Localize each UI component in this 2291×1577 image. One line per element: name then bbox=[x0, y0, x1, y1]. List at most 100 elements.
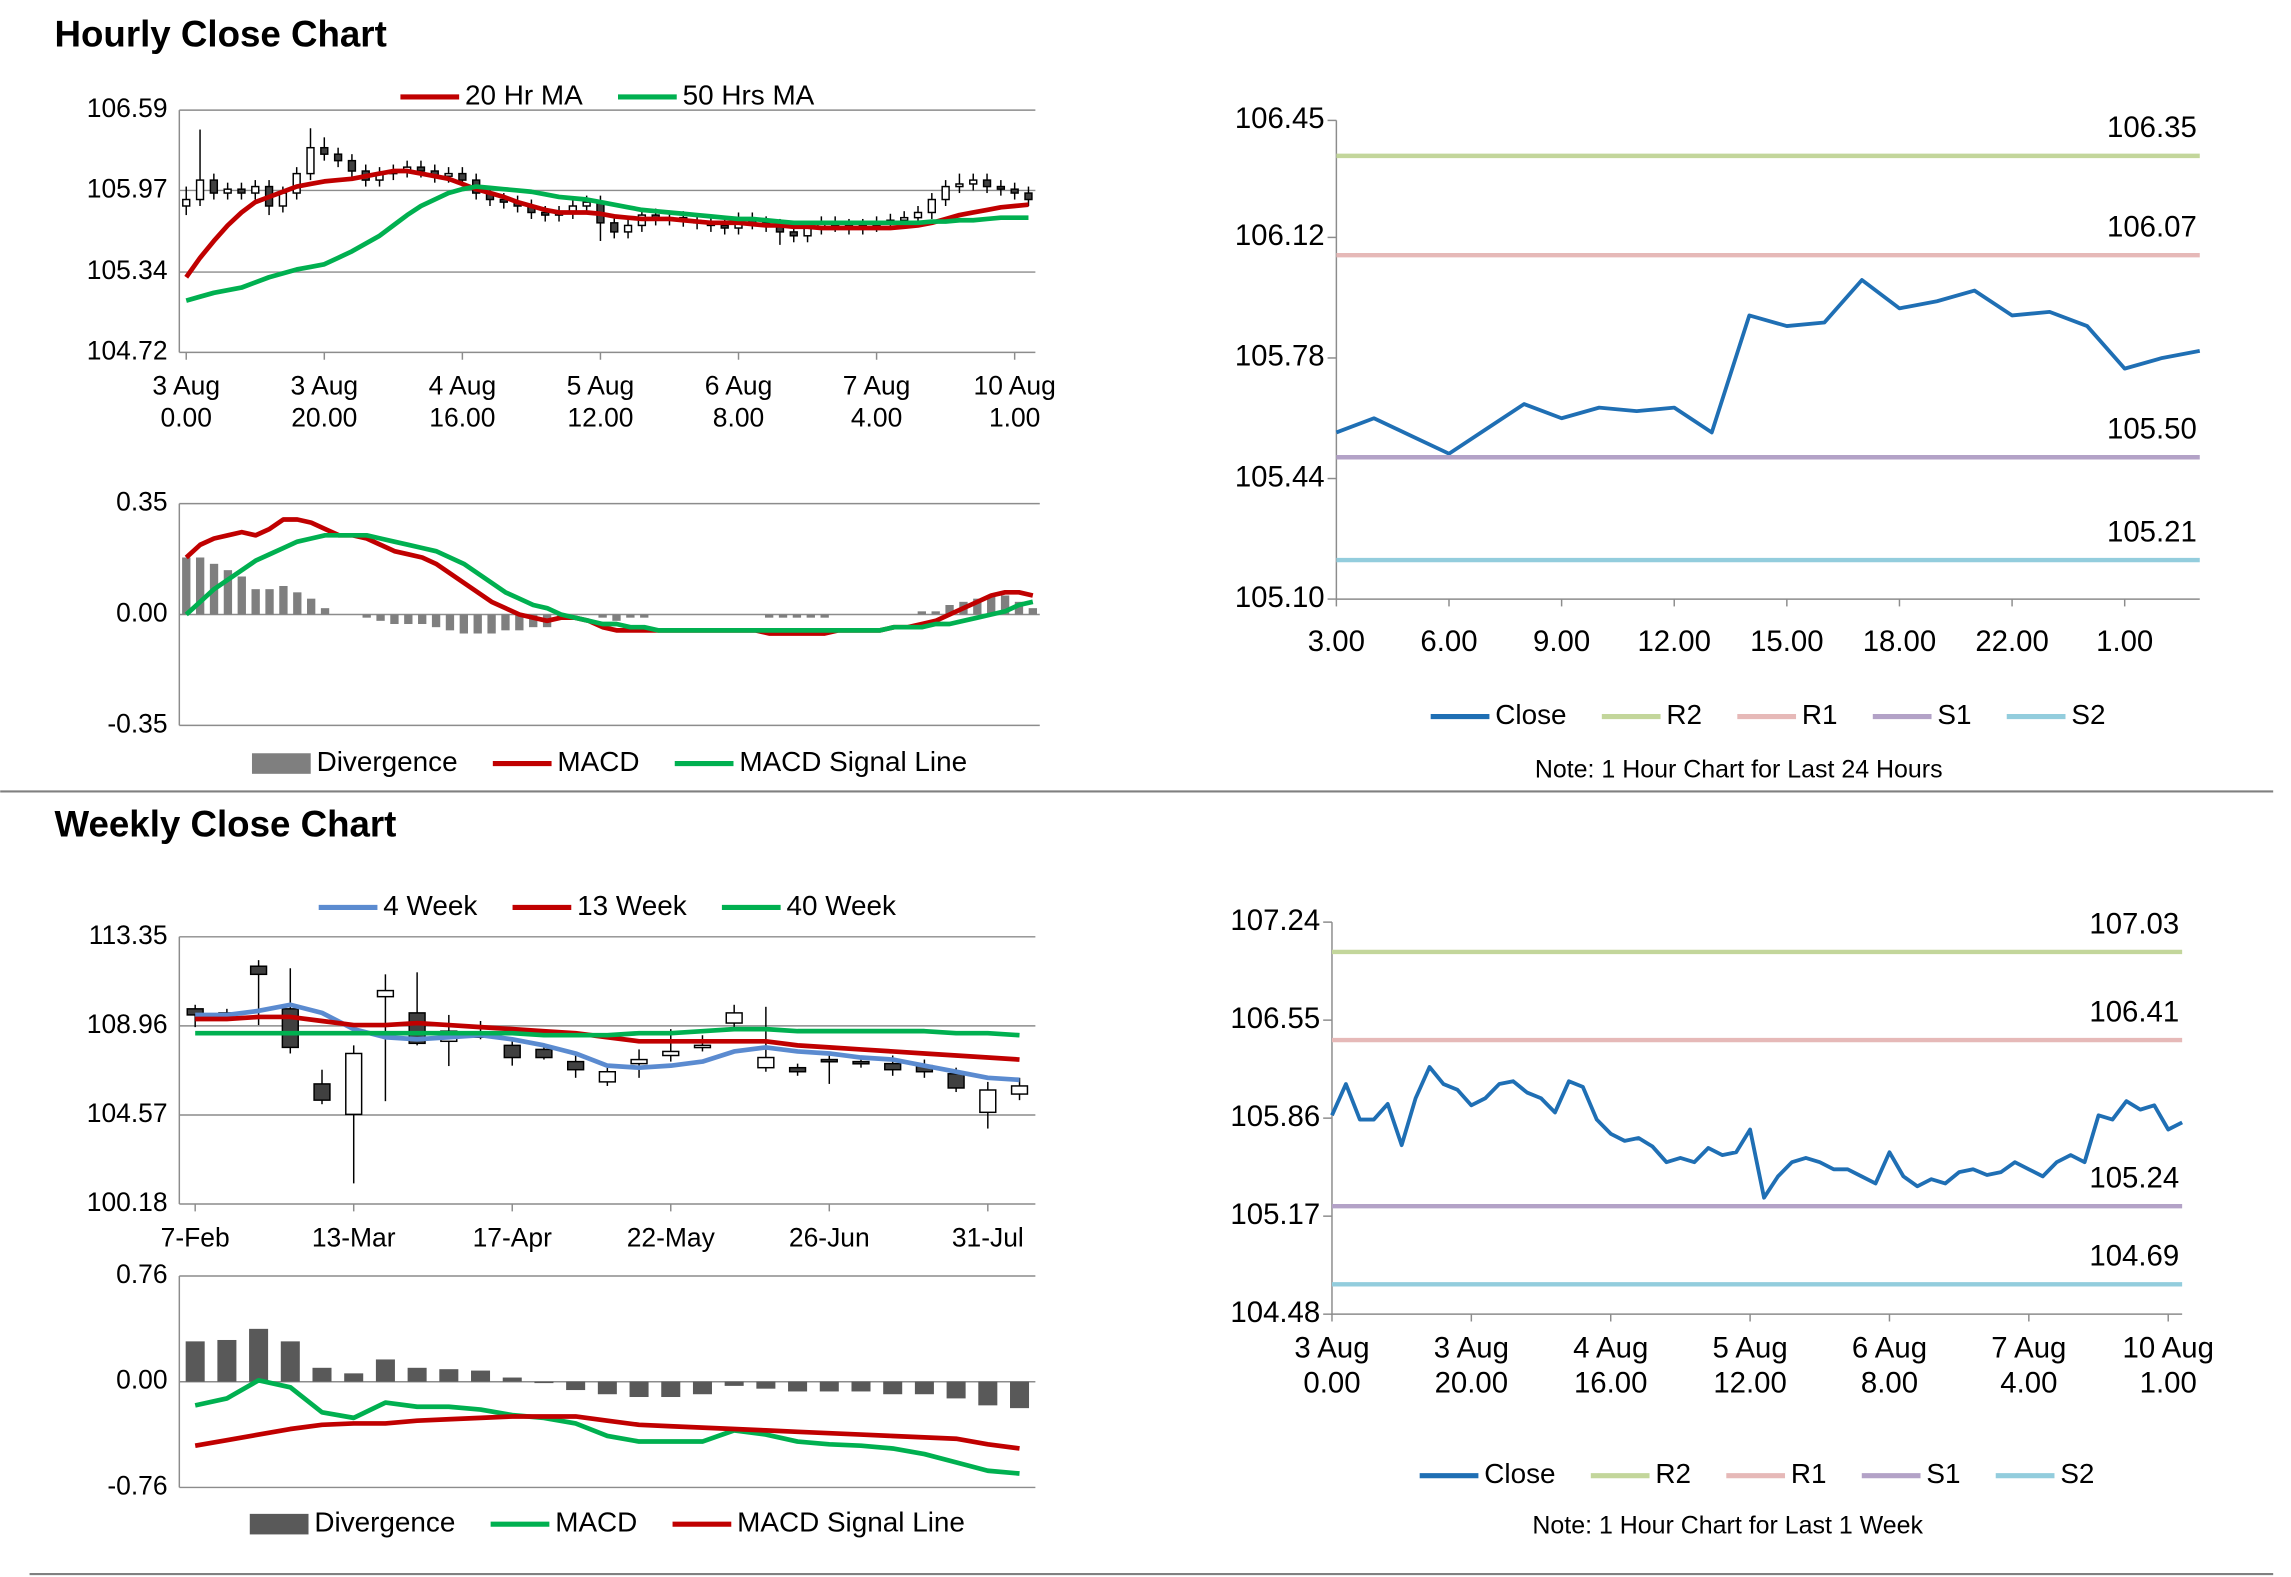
y-tick-label: 105.78 bbox=[1235, 340, 1325, 373]
candle-body bbox=[725, 1012, 743, 1024]
divergence-bar bbox=[914, 1381, 934, 1395]
candle-body bbox=[444, 172, 453, 177]
x-tick-label: 6 Aug 8.00 bbox=[1852, 1331, 1927, 1399]
x-tick-label: 4 Aug 16.00 bbox=[1573, 1331, 1648, 1399]
divergence-bar bbox=[375, 1359, 395, 1382]
x-tick-label: 10 Aug 1.00 bbox=[2122, 1331, 2213, 1399]
legend-label: S1 bbox=[1926, 1458, 1960, 1489]
candle-body bbox=[900, 216, 909, 221]
x-tick-label: 7 Aug 4.00 bbox=[843, 371, 911, 433]
level-label: 105.50 bbox=[2107, 413, 2197, 446]
legend-label: S2 bbox=[2060, 1458, 2094, 1489]
candle-body bbox=[884, 1062, 902, 1071]
y-tick-label: 105.44 bbox=[1235, 460, 1325, 493]
divergence-bar bbox=[185, 1341, 205, 1382]
level-label: 106.07 bbox=[2107, 210, 2197, 243]
series-line bbox=[1335, 278, 2201, 456]
divergence-bar bbox=[792, 614, 802, 618]
legend-label: Close bbox=[1495, 699, 1566, 730]
y-tick-label: 0.00 bbox=[116, 597, 167, 627]
candle-body bbox=[195, 179, 205, 201]
y-tick-label: 108.96 bbox=[87, 1009, 168, 1039]
section-title: Weekly Close Chart bbox=[55, 803, 397, 844]
candle-body bbox=[347, 159, 357, 172]
divergence-bar bbox=[534, 1381, 554, 1384]
y-tick-label: 104.72 bbox=[87, 335, 168, 365]
legend-label: MACD bbox=[557, 746, 639, 777]
candle-body bbox=[313, 1083, 331, 1101]
x-tick-label: 4 Aug 16.00 bbox=[429, 371, 497, 433]
series-line bbox=[184, 532, 1034, 633]
divergence-bar bbox=[320, 608, 330, 615]
divergence-bar bbox=[806, 614, 815, 618]
y-tick-label: 105.97 bbox=[87, 173, 168, 203]
series-line bbox=[1330, 1065, 2184, 1200]
divergence-bar bbox=[293, 592, 302, 615]
candle-body bbox=[1010, 1085, 1029, 1095]
candle-body bbox=[630, 1058, 648, 1065]
divergence-bar bbox=[390, 614, 399, 625]
candle-body bbox=[458, 172, 467, 181]
divergence-bar bbox=[182, 557, 191, 615]
legend-label: R2 bbox=[1666, 699, 1702, 730]
x-tick-label: 12.00 bbox=[1637, 625, 1710, 658]
legend-label: S2 bbox=[2071, 699, 2105, 730]
x-tick-label: 3.00 bbox=[1308, 625, 1365, 658]
divergence-bar bbox=[629, 1381, 649, 1398]
y-tick-label: 105.10 bbox=[1235, 581, 1325, 614]
divergence-bar bbox=[788, 1381, 808, 1392]
divergence-bar bbox=[223, 570, 233, 615]
level-label: 104.69 bbox=[2089, 1240, 2179, 1273]
candle-body bbox=[757, 1056, 775, 1069]
divergence-bar bbox=[459, 614, 468, 634]
divergence-bar bbox=[640, 614, 649, 618]
candle-body bbox=[535, 1048, 553, 1059]
candle-body bbox=[499, 198, 508, 203]
divergence-bar bbox=[249, 1328, 269, 1382]
x-tick-label: 7-Feb bbox=[161, 1222, 230, 1252]
divergence-bar bbox=[217, 1339, 237, 1382]
candle-body bbox=[996, 185, 1006, 190]
divergence-bar bbox=[973, 598, 982, 615]
y-tick-label: 106.12 bbox=[1235, 219, 1325, 252]
level-label: 107.03 bbox=[2089, 907, 2179, 940]
candle-body bbox=[610, 222, 619, 233]
divergence-bar bbox=[778, 614, 788, 618]
candle-body bbox=[251, 185, 260, 194]
legend-label: R1 bbox=[1791, 1458, 1827, 1489]
x-tick-label: 22-May bbox=[627, 1222, 716, 1252]
candle-body bbox=[955, 183, 964, 188]
candle-body bbox=[582, 201, 591, 207]
legend-label: 50 Hrs MA bbox=[683, 79, 815, 110]
y-tick-label: 104.48 bbox=[1230, 1296, 1320, 1329]
candle-body bbox=[982, 179, 992, 188]
legend-label: Divergence bbox=[314, 1507, 455, 1538]
x-tick-label: 3 Aug 0.00 bbox=[1294, 1331, 1369, 1399]
series-line bbox=[184, 168, 1029, 279]
divergence-bar bbox=[987, 595, 996, 615]
y-tick-label: 100.18 bbox=[87, 1187, 168, 1217]
divergence-bar bbox=[597, 1381, 617, 1395]
divergence-bar bbox=[764, 614, 774, 618]
y-tick-label: 106.45 bbox=[1235, 102, 1325, 135]
candle-body bbox=[662, 1050, 680, 1057]
legend-label: 4 Week bbox=[383, 890, 477, 921]
divergence-bar bbox=[515, 614, 524, 631]
candle-body bbox=[408, 1012, 426, 1045]
divergence-bar bbox=[501, 614, 510, 631]
candle-body bbox=[292, 172, 301, 194]
x-tick-label: 6 Aug 8.00 bbox=[705, 371, 773, 433]
legend-label: R1 bbox=[1802, 699, 1838, 730]
divergence-bar bbox=[376, 614, 385, 621]
candle-body bbox=[1024, 192, 1033, 201]
divergence-bar bbox=[820, 614, 829, 618]
candle-body bbox=[237, 188, 246, 194]
candle-body bbox=[566, 1060, 585, 1071]
divergence-bar bbox=[404, 614, 413, 625]
x-tick-label: 18.00 bbox=[1863, 625, 1936, 658]
candle-body bbox=[623, 224, 633, 233]
level-label: 106.35 bbox=[2107, 111, 2197, 144]
legend-swatch bbox=[251, 753, 311, 774]
